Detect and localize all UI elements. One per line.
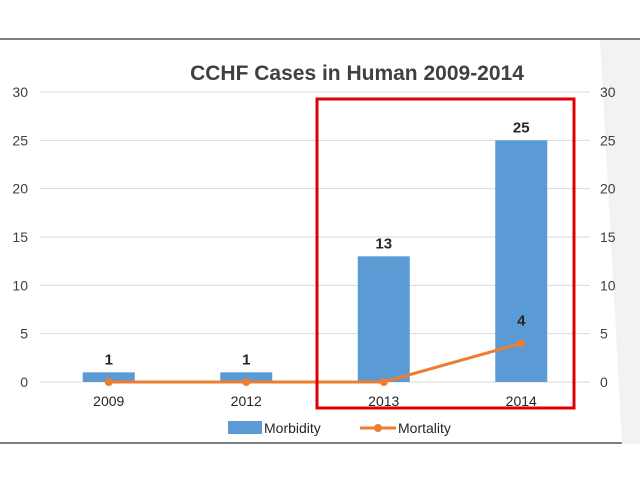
y-tick-label: 5 xyxy=(20,326,28,342)
y2-tick-label: 20 xyxy=(600,181,616,197)
point-mortality xyxy=(104,378,113,386)
y-tick-label: 0 xyxy=(20,374,28,390)
background-decoration xyxy=(600,40,640,444)
line-mortality xyxy=(108,341,522,384)
y2-tick-label: 0 xyxy=(600,374,608,390)
bar-morbidity xyxy=(220,372,273,382)
chart-svg: CCHF Cases in Human 2009-2014 0510152025… xyxy=(12,40,640,444)
x-tick-label: 2013 xyxy=(368,393,399,409)
legend-label-morbidity: Morbidity xyxy=(264,420,321,436)
legend-swatch-morbidity xyxy=(228,421,262,434)
data-label-morbidity: 1 xyxy=(105,351,113,368)
chart-frame: CCHF Cases in Human 2009-2014 0 5 10 15 20 25… xyxy=(0,38,640,444)
y-tick-label: 10 xyxy=(12,277,28,293)
data-label-morbidity: 13 xyxy=(375,235,392,252)
legend-marker-mortality xyxy=(374,424,382,432)
y2-tick-label: 5 xyxy=(600,326,608,342)
x-tick-label: 2009 xyxy=(93,393,124,409)
highlight-box xyxy=(315,97,576,410)
y2-tick-label: 15 xyxy=(600,229,616,245)
legend-label-mortality: Mortality xyxy=(398,420,451,436)
y-tick-label: 30 xyxy=(12,84,28,100)
point-mortality xyxy=(242,378,251,386)
chart-title: CCHF Cases in Human 2009-2014 xyxy=(190,62,524,85)
y-tick-label: 25 xyxy=(12,132,28,148)
data-label-mortality: 4 xyxy=(517,312,526,329)
y2-tick-label: 30 xyxy=(600,84,616,100)
y-tick-label: 15 xyxy=(12,229,28,245)
point-mortality xyxy=(379,378,388,386)
y-tick-label: 20 xyxy=(12,181,28,197)
data-label-morbidity: 25 xyxy=(513,119,530,136)
x-tick-label: 2014 xyxy=(506,393,537,409)
y2-tick-label: 25 xyxy=(600,132,616,148)
y2-tick-label: 10 xyxy=(600,277,616,293)
point-mortality xyxy=(517,339,526,348)
x-tick-label: 2012 xyxy=(231,393,262,409)
bar-morbidity xyxy=(82,372,135,382)
data-label-morbidity: 1 xyxy=(242,351,250,368)
bar-morbidity xyxy=(357,256,410,382)
